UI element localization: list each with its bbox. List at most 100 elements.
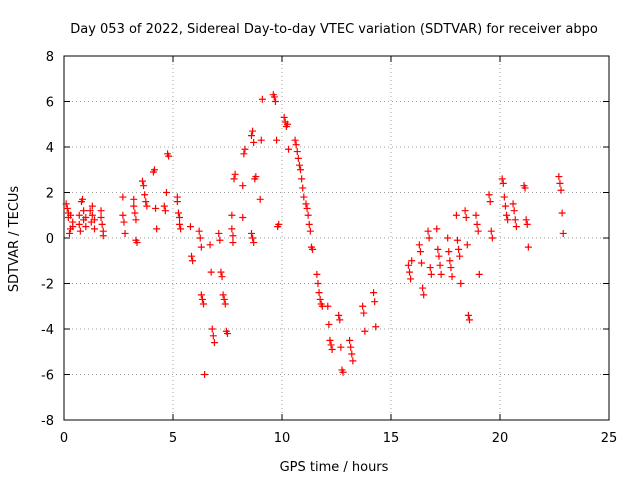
- data-point: [173, 198, 181, 206]
- data-point: [98, 220, 106, 228]
- data-point: [420, 291, 428, 299]
- data-point: [142, 198, 150, 206]
- data-point: [306, 227, 314, 235]
- data-point: [280, 113, 288, 121]
- data-point: [427, 270, 435, 278]
- data-point: [292, 141, 300, 149]
- data-point: [336, 316, 344, 324]
- data-point: [556, 179, 564, 187]
- data-point: [160, 202, 168, 210]
- data-point: [298, 175, 306, 183]
- data-point: [133, 239, 141, 247]
- data-point: [462, 214, 470, 222]
- data-point: [503, 211, 511, 219]
- data-point: [161, 207, 169, 215]
- data-point: [424, 227, 432, 235]
- data-point: [239, 182, 247, 190]
- y-axis-label: SDTVAR / TECUs: [7, 186, 22, 293]
- data-point: [69, 223, 77, 231]
- data-point: [436, 261, 444, 269]
- data-point: [361, 327, 369, 335]
- data-point: [217, 268, 225, 276]
- data-point: [230, 175, 238, 183]
- data-point: [303, 204, 311, 212]
- data-point: [452, 211, 460, 219]
- data-point: [523, 220, 531, 228]
- data-point: [299, 184, 307, 192]
- data-point: [177, 225, 185, 233]
- data-point: [295, 161, 303, 169]
- data-point: [201, 371, 209, 378]
- data-point: [88, 202, 96, 210]
- data-point: [215, 229, 223, 237]
- data-point: [509, 200, 517, 208]
- y-tick-label: 8: [46, 50, 54, 65]
- data-point: [283, 120, 291, 128]
- data-point: [499, 179, 507, 187]
- data-point: [270, 93, 278, 101]
- data-point: [359, 302, 367, 310]
- data-point: [475, 270, 483, 278]
- data-point: [121, 229, 129, 237]
- data-point: [209, 332, 217, 340]
- data-point: [195, 227, 203, 235]
- data-point: [325, 320, 333, 328]
- data-point: [316, 295, 324, 303]
- data-point: [487, 227, 495, 235]
- data-point: [75, 220, 83, 228]
- data-point: [486, 198, 494, 206]
- data-point: [220, 295, 228, 303]
- data-point: [313, 270, 321, 278]
- data-point: [188, 252, 196, 260]
- data-point: [198, 295, 206, 303]
- data-point: [555, 173, 563, 181]
- data-point: [557, 186, 565, 194]
- data-point: [304, 211, 312, 219]
- data-point: [189, 257, 197, 265]
- data-point: [97, 214, 105, 222]
- data-point: [271, 98, 279, 105]
- data-point: [152, 204, 160, 212]
- data-point: [119, 193, 127, 201]
- data-point: [153, 225, 161, 233]
- data-point: [457, 280, 465, 287]
- data-point: [524, 243, 532, 251]
- data-point: [131, 209, 139, 217]
- data-point: [521, 184, 529, 192]
- data-point: [305, 220, 313, 228]
- data-point: [300, 193, 308, 201]
- data-point: [252, 173, 260, 181]
- data-point: [247, 132, 255, 140]
- data-point: [250, 239, 258, 247]
- data-point: [249, 127, 257, 135]
- y-tick-label: -2: [41, 278, 54, 293]
- data-point: [273, 136, 281, 144]
- data-point: [522, 216, 530, 224]
- data-point: [75, 211, 83, 219]
- data-point: [371, 298, 379, 306]
- data-point: [406, 268, 414, 276]
- data-point: [224, 330, 231, 338]
- data-point: [176, 214, 184, 222]
- data-point: [294, 154, 302, 162]
- x-tick-label: 0: [60, 431, 68, 446]
- data-point: [62, 200, 70, 208]
- data-point: [141, 191, 149, 199]
- data-point: [206, 241, 214, 249]
- data-point: [291, 136, 299, 144]
- y-tick-label: -8: [41, 414, 54, 429]
- data-point: [433, 225, 441, 233]
- data-point: [82, 223, 90, 231]
- data-point: [324, 302, 332, 310]
- data-point: [216, 236, 224, 244]
- data-point: [327, 341, 335, 349]
- data-point: [465, 316, 473, 324]
- data-point: [196, 234, 204, 242]
- data-point: [512, 223, 520, 231]
- data-point: [314, 280, 322, 287]
- data-point: [418, 259, 426, 267]
- data-point: [76, 227, 84, 235]
- data-point: [99, 232, 107, 240]
- data-point: [416, 248, 424, 256]
